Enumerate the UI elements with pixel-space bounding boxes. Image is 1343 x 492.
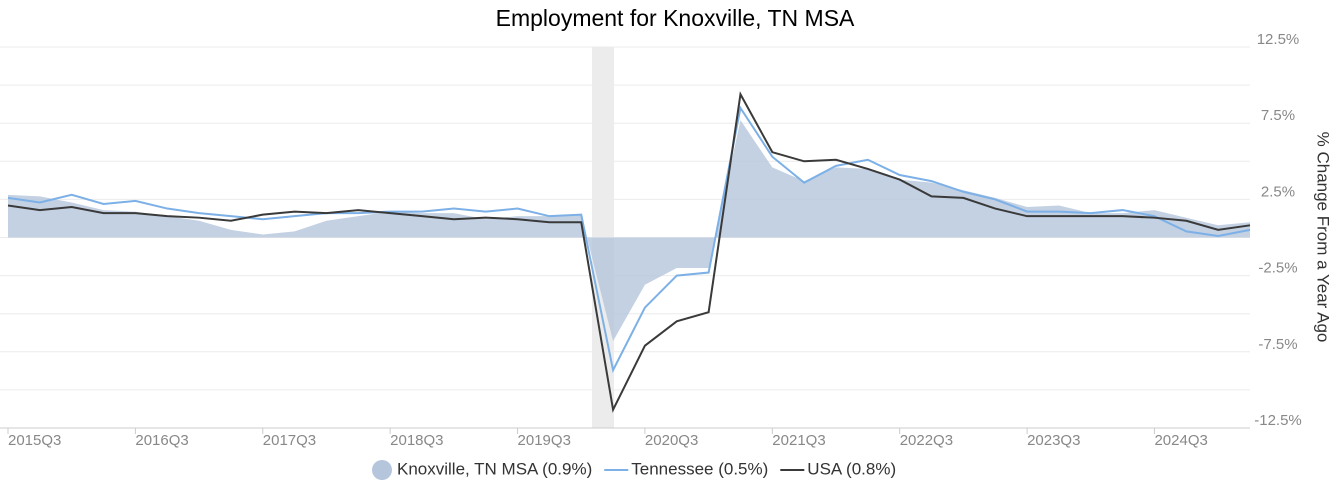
x-tick-label: 2018Q3 <box>390 432 443 449</box>
x-tick-label: 2020Q3 <box>645 432 698 449</box>
y-tick-label: 12.5% <box>1257 31 1300 48</box>
y-tick-label: -12.5% <box>1254 412 1302 429</box>
y-axis-label: % Change From a Year Ago <box>1314 132 1333 343</box>
chart-title: Employment for Knoxville, TN MSA <box>496 5 855 31</box>
y-tick-label: 7.5% <box>1261 107 1295 124</box>
line <box>7 105 1251 374</box>
line <box>7 91 1251 413</box>
y-tick-label: -2.5% <box>1258 260 1297 277</box>
x-tick-label: 2015Q3 <box>8 432 61 449</box>
y-tick-label: 2.5% <box>1261 183 1295 200</box>
x-tick-label: 2019Q3 <box>518 432 571 449</box>
y-tick-label: -7.5% <box>1258 336 1297 353</box>
legend-label: USA (0.8%) <box>807 459 896 478</box>
x-tick-label: 2016Q3 <box>135 432 188 449</box>
x-tick-label: 2022Q3 <box>900 432 953 449</box>
area <box>8 120 1250 342</box>
legend-label: Knoxville, TN MSA (0.9%) <box>397 459 592 478</box>
x-tick-label: 2024Q3 <box>1154 432 1207 449</box>
x-tick-label: 2017Q3 <box>263 432 316 449</box>
legend-label: Tennessee (0.5%) <box>631 459 768 478</box>
x-tick-label: 2023Q3 <box>1027 432 1080 449</box>
legend-swatch <box>372 460 392 480</box>
x-tick-label: 2021Q3 <box>772 432 825 449</box>
